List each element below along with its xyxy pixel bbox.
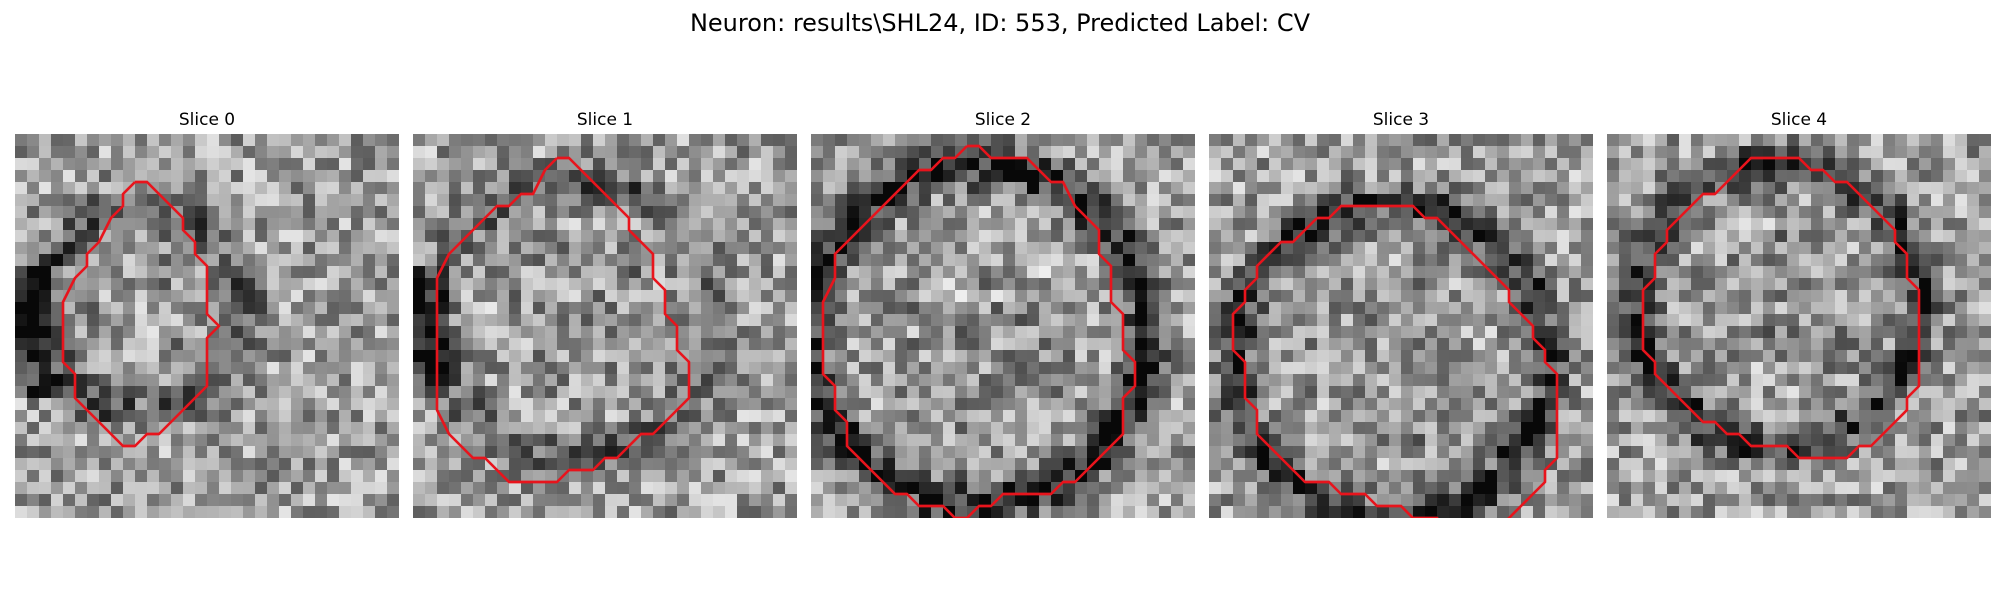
slice-panel-1: Slice 1 <box>413 108 797 132</box>
pixel-grid <box>15 134 399 518</box>
slice-panel-3: Slice 3 <box>1209 108 1593 132</box>
slice-panel-0: Slice 0 <box>15 108 399 132</box>
slice-image-2 <box>811 134 1195 518</box>
pixel-grid <box>413 134 797 518</box>
slice-image-0 <box>15 134 399 518</box>
slice-title-0: Slice 0 <box>15 108 399 132</box>
pixel-grid <box>811 134 1195 518</box>
slice-panel-2: Slice 2 <box>811 108 1195 132</box>
slice-image-1 <box>413 134 797 518</box>
slice-image-3 <box>1209 134 1593 518</box>
slice-title-1: Slice 1 <box>413 108 797 132</box>
figure-title: Neuron: results\SHL24, ID: 553, Predicte… <box>0 6 2000 40</box>
slice-title-3: Slice 3 <box>1209 108 1593 132</box>
slice-title-2: Slice 2 <box>811 108 1195 132</box>
pixel-grid <box>1607 134 1991 518</box>
slice-title-4: Slice 4 <box>1607 108 1991 132</box>
slice-image-4 <box>1607 134 1991 518</box>
slice-panel-4: Slice 4 <box>1607 108 1991 132</box>
pixel-grid <box>1209 134 1593 518</box>
